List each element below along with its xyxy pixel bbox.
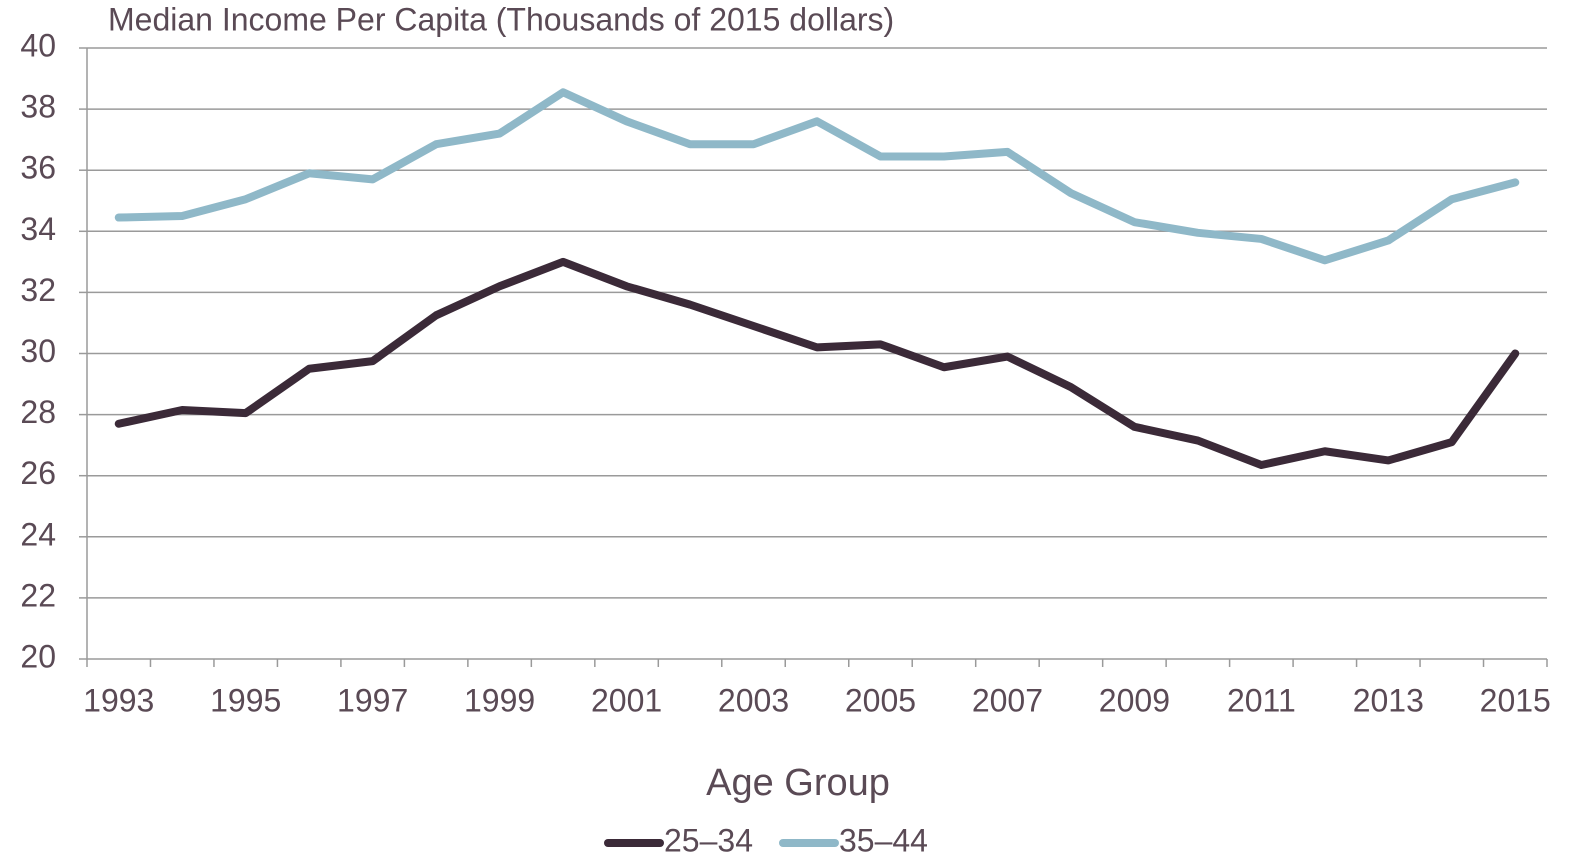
y-tick-label: 32 [20,272,56,308]
x-tick-label: 1993 [83,682,154,718]
x-tick-label: 2015 [1480,682,1551,718]
x-tick-label: 2011 [1227,682,1296,718]
y-tick-label: 24 [20,516,56,552]
legend-label: 35–44 [839,822,928,858]
y-tick-label: 38 [20,89,56,125]
y-tick-label: 20 [20,638,56,674]
y-tick-label: 40 [20,27,56,63]
y-tick-label: 28 [20,394,56,430]
legend-label: 25–34 [664,822,753,858]
x-axis-title: Age Group [706,762,890,804]
x-tick-label: 2005 [845,682,916,718]
x-tick-label: 2013 [1353,682,1424,718]
x-tick-label: 2009 [1099,682,1170,718]
y-tick-label: 26 [20,455,56,491]
y-tick-label: 30 [20,333,56,369]
y-tick-label: 34 [20,211,56,247]
x-tick-label: 2003 [718,682,789,718]
line-series [114,257,1520,470]
line-series [114,88,1520,265]
x-tick-label: 1995 [210,682,281,718]
x-tick-label: 2001 [591,682,662,718]
y-tick-label: 22 [20,577,56,613]
chart-title: Median Income Per Capita (Thousands of 2… [108,1,894,37]
x-tick-label: 1997 [337,682,408,718]
y-tick-label: 36 [20,150,56,186]
x-tick-label: 2007 [972,682,1043,718]
x-tick-label: 1999 [464,682,535,718]
